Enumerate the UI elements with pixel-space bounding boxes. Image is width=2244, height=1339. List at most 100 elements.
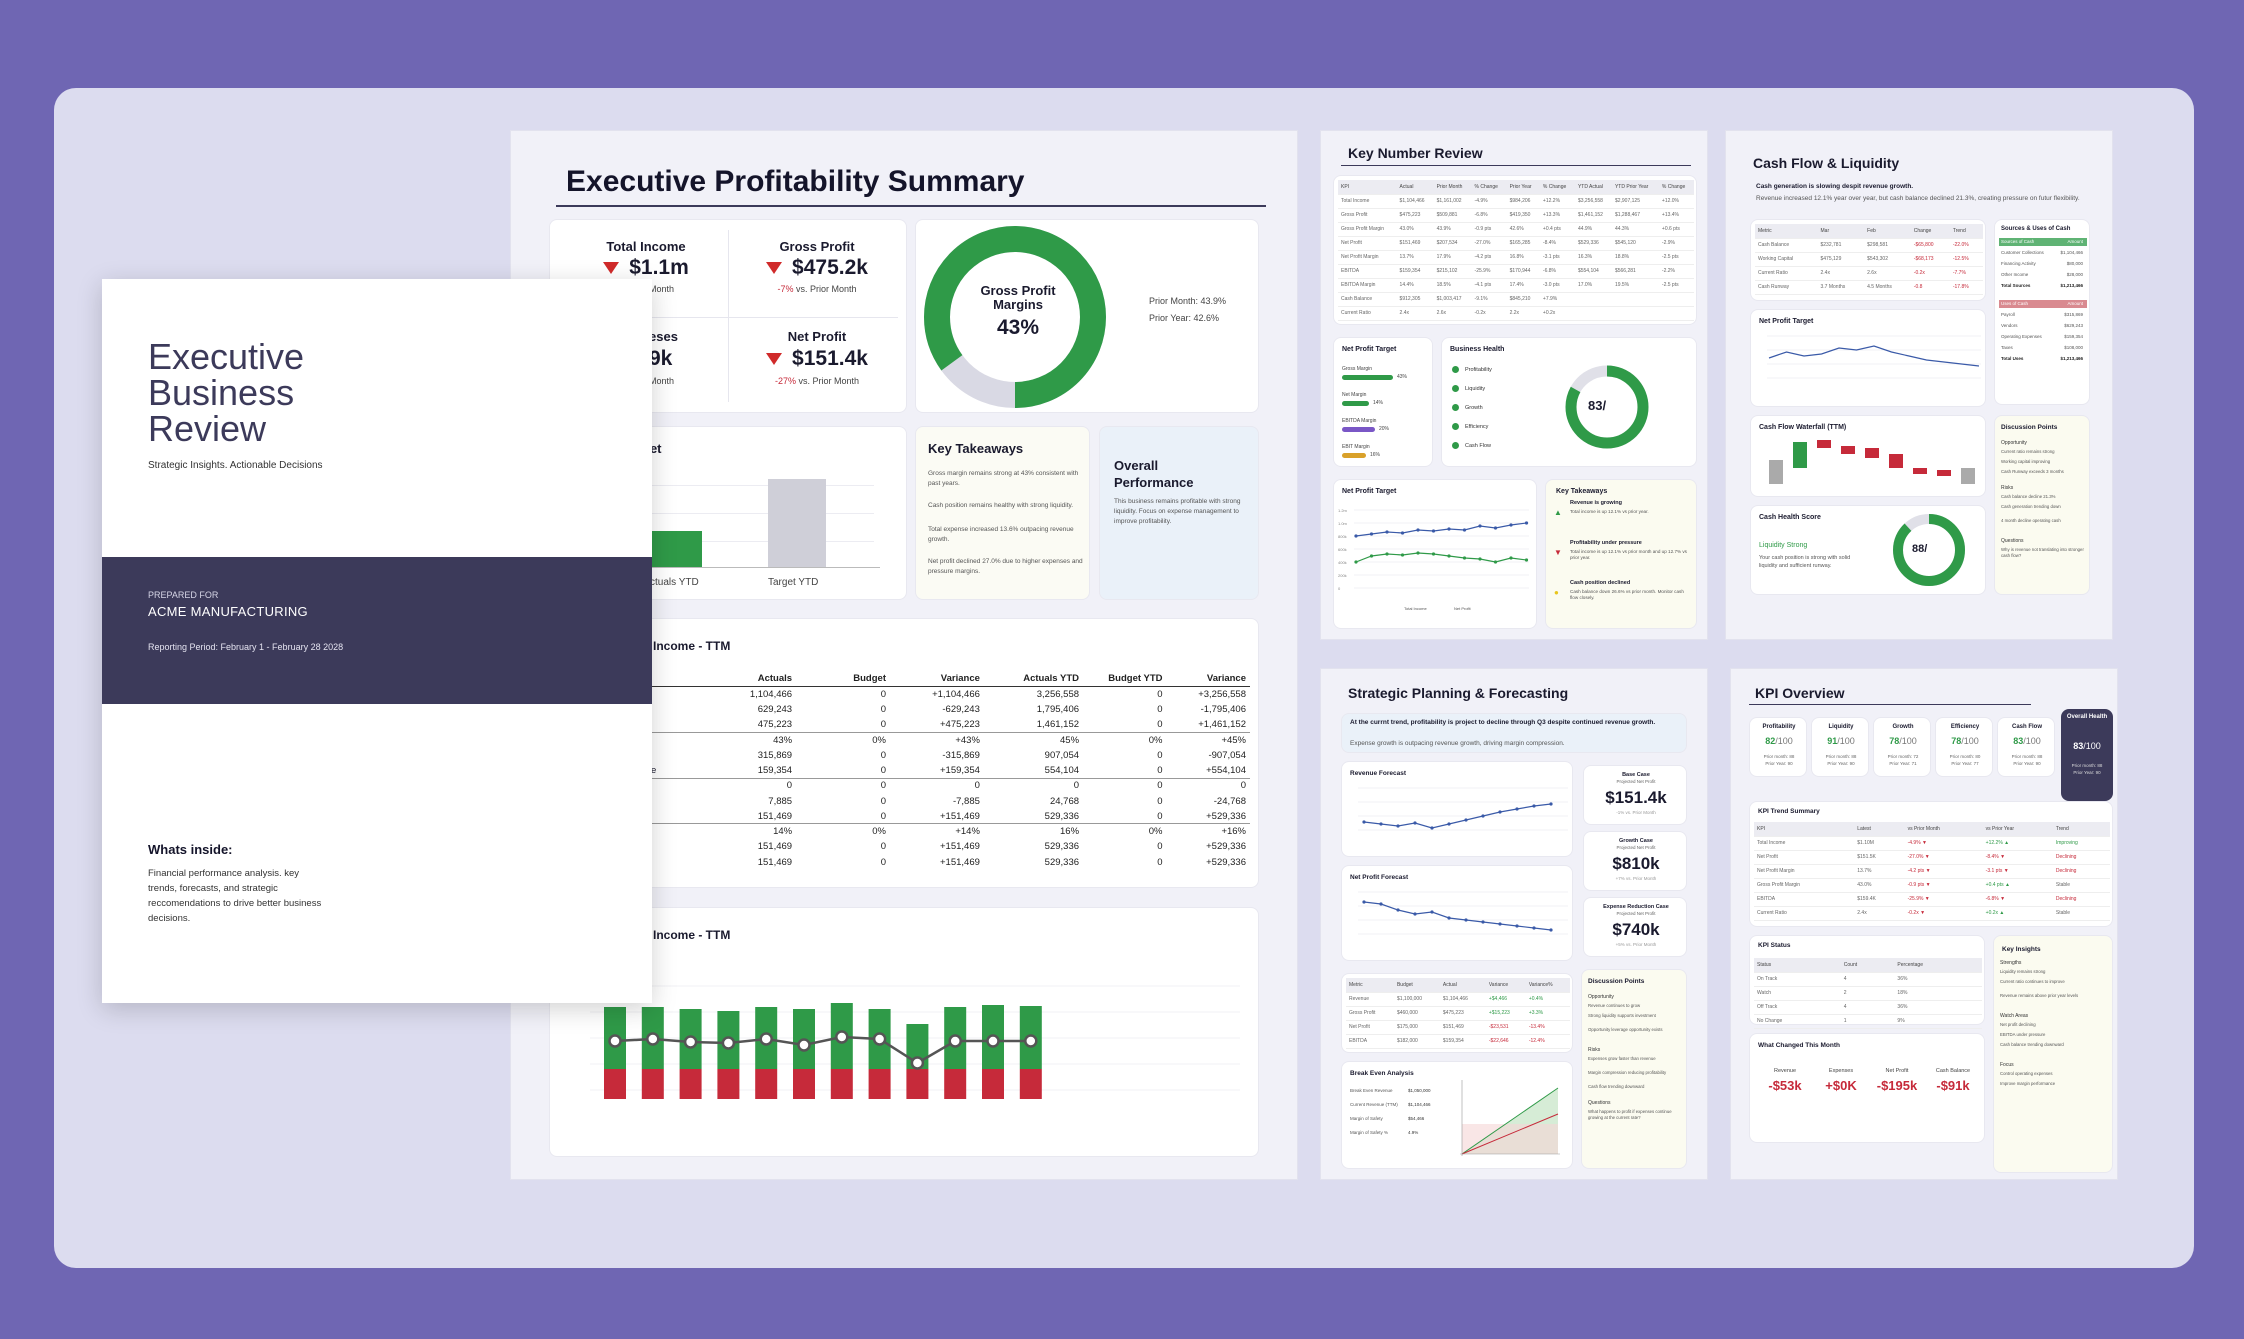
table-cell: -315,869: [942, 749, 980, 761]
table-cell: Off Track: [1754, 1000, 1841, 1015]
table-cell: +1,104,466: [932, 688, 980, 700]
scenario-card: Base Case Projected Net Profit $151.4k -1% …: [1583, 765, 1687, 825]
table-row: Net Profit Margin 13.7% -4.2 pts ▼ -3.1 pts…: [1754, 864, 2110, 879]
kpi-gross-profit-label: Gross Profit: [779, 239, 855, 254]
series-point: [1462, 528, 1467, 532]
table-cell: $1,461,152: [1574, 208, 1612, 223]
table-cell: $460,000: [1393, 1006, 1440, 1021]
cash-health-arc: [1893, 514, 1965, 586]
health-item: Profitability: [1452, 366, 1492, 373]
table-cell: +45%: [1221, 734, 1246, 746]
table-row: 629,243 0 -629,243 1,795,406 0 -1,795,406: [650, 702, 1250, 717]
table-cell: 16.8%: [1506, 250, 1540, 265]
cash-health-label: Liquidity Strong: [1759, 542, 1808, 549]
series-point: [1509, 556, 1513, 560]
np-forecast-card: Net Profit Forecast: [1341, 865, 1573, 961]
table-row: 0 0 0 0 0 0: [650, 778, 1250, 793]
breakeven-chart: [1460, 1080, 1560, 1156]
inside-title: Whats inside:: [148, 842, 233, 857]
forecast-point: [1464, 918, 1468, 922]
table-row: 7,885 0 -7,885 24,768 0 -24,768: [650, 793, 1250, 808]
table-cell: [1658, 306, 1694, 321]
table-cell: -6.8%: [1471, 208, 1507, 223]
header-cell: Sources of Cash: [2001, 239, 2035, 244]
income-bar: [906, 1024, 929, 1069]
table-cell: 159,354: [650, 762, 797, 779]
kpi-card-py: Prior Year: 90: [1827, 761, 1855, 766]
table-row: Watch 2 18%: [1754, 986, 1982, 1001]
npt-chart-card: Net Profit Target: [1750, 309, 1986, 407]
table-header-row: KPI Actual Prior Month% Change Prior Year% …: [1338, 180, 1694, 195]
health-item-label: Liquidity: [1465, 385, 1486, 392]
sources-header: Sources of Cash Amount: [1999, 238, 2087, 246]
col-header: Variance: [1166, 671, 1250, 687]
table-cell: 0: [880, 688, 886, 700]
key-number-table-card: KPI Actual Prior Month% Change Prior Year% …: [1333, 175, 1697, 325]
key-number-title: Key Number Review: [1348, 145, 1483, 161]
table-cell: Cash Runway: [1755, 280, 1818, 295]
table-cell: Current Ratio: [1338, 306, 1397, 321]
table-cell: Watch: [1754, 986, 1841, 1001]
table-cell: $151.5K: [1854, 850, 1905, 865]
income-table-title: Income - TTM: [653, 639, 731, 653]
rev-forecast-card: Revenue Forecast: [1341, 761, 1573, 857]
table-cell: 0: [1240, 780, 1246, 792]
net-profit-point: [910, 1056, 925, 1070]
table-cell: 2.6x: [1864, 266, 1911, 281]
health-item-label: Efficiency: [1465, 423, 1489, 430]
net-profit-point: [1024, 1034, 1038, 1048]
table-cell: 0: [1157, 703, 1163, 715]
changed-value: +$0K: [1825, 1078, 1857, 1093]
table-cell: 17.4%: [1506, 278, 1540, 293]
kpi-card-pm: Prior month: 80: [1949, 754, 1981, 759]
table-cell: 0%: [1148, 734, 1163, 746]
table-cell: +1,461,152: [1166, 716, 1250, 733]
table-cell: 0: [796, 762, 890, 779]
title-rule: [1341, 165, 1691, 166]
table-cell: $182,000: [1393, 1034, 1440, 1049]
table-cell: +529,336: [1206, 841, 1246, 853]
income-table-body: 1,104,466 0 +1,104,466 3,256,558 0 +3,256,558…: [650, 686, 1250, 870]
table-cell: 14.4%: [1396, 278, 1434, 293]
table-cell: 0: [1083, 808, 1167, 825]
table-cell: 13.7%: [1854, 864, 1905, 879]
series-point: [1369, 554, 1374, 558]
table-cell: 151,469: [757, 841, 793, 853]
table-cell: $3,256,558: [1574, 194, 1612, 209]
table-cell: $845,210: [1506, 292, 1540, 307]
breakeven-label: Break Even Revenue: [1350, 1088, 1393, 1093]
kpi-card-denom: /100: [1961, 736, 1979, 746]
overall-performance-text: This business remains profitable with st…: [1114, 498, 1241, 525]
col-header: KPI: [1754, 822, 1855, 837]
table-header-row: Metric Mar Feb Change Trend: [1755, 224, 1983, 239]
col-header: % Change: [1539, 180, 1575, 195]
table-cell: Cash Balance: [1338, 292, 1397, 307]
takeaway-item: Total expense increased 13.6% outpacing …: [928, 526, 1074, 543]
kpi-card-label: Cash Flow: [2011, 724, 2042, 730]
table-cell: 0: [786, 780, 793, 792]
table-row: Cash Runway 3.7 Months 4.5 Months -0.8 -17.8…: [1755, 280, 1983, 295]
discussion-item: Expenses grow faster than revenue: [1588, 1056, 1656, 1061]
table-cell: 9%: [1894, 1014, 1982, 1029]
series-line: [1768, 345, 1980, 367]
kpi-net-profit-amount: $151.4k: [792, 347, 868, 370]
col-header: Budget: [796, 671, 890, 687]
table-cell: 36%: [1894, 972, 1982, 987]
forecast-point: [1498, 922, 1502, 926]
cashflow-page: Cash Flow & Liquidity Cash generation is…: [1725, 130, 2113, 640]
table-row: EBITDA Margin 14.4% 18.5% -4.1 pts 17.4% -3.0…: [1338, 278, 1694, 293]
target-gridline: [644, 541, 874, 542]
table-cell: 529,336: [983, 808, 1084, 825]
table-cell: 4: [1840, 1000, 1895, 1015]
status-dot-icon: [1452, 404, 1459, 411]
table-row: Cash Balance $912,305 $1,003,417 -9.1% $845,…: [1338, 292, 1694, 307]
scenario-title: Expense Reduction Case: [1603, 904, 1669, 910]
col-header: % Change: [1471, 180, 1507, 195]
kpi-score-card: Growth 78/100 Prior month: 72 Prior Year: 7…: [1873, 717, 1931, 777]
table-cell: 0: [796, 716, 890, 733]
series-line: [1355, 522, 1527, 537]
cashflow-banner-head: Cash generation is slowing despit revenu…: [1756, 183, 1914, 190]
legend-entry: Total Income: [1404, 606, 1427, 611]
table-cell: 0: [1157, 841, 1163, 853]
table-row: 151,469 0 +151,469 529,336 0 +529,336: [650, 839, 1250, 854]
